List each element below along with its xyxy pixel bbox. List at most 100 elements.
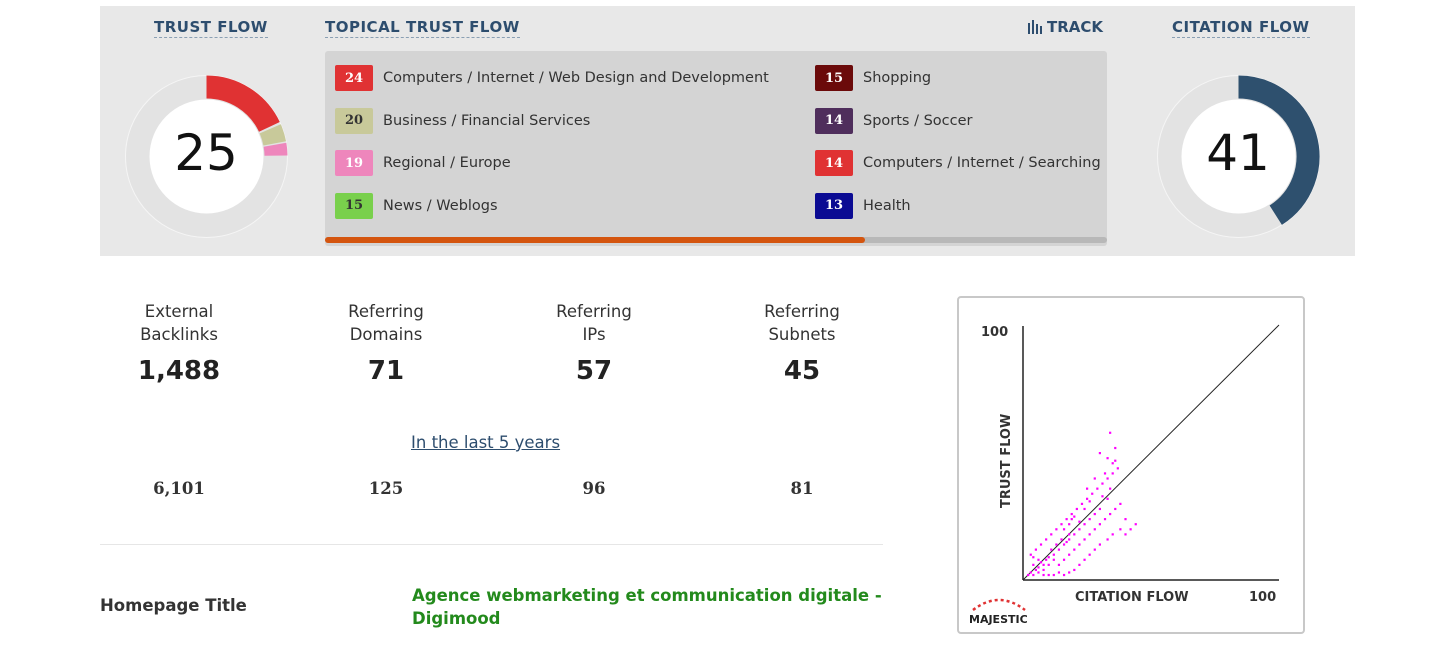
topical-trust-flow-list: 24 Computers / Internet / Web Design and … <box>325 51 1107 246</box>
scatter-point <box>1057 571 1061 574</box>
topical-score-badge: 24 <box>335 65 373 91</box>
topical-item[interactable]: 14 Sports / Soccer <box>815 107 973 134</box>
scatter-point <box>1116 467 1119 470</box>
scatter-point <box>1062 543 1066 546</box>
scatter-point <box>1114 459 1117 462</box>
scatter-point <box>1073 568 1076 572</box>
scatter-point <box>1034 548 1037 551</box>
scatter-point <box>1070 518 1073 521</box>
scatter-point <box>1083 507 1086 511</box>
scatter-point <box>1047 573 1050 577</box>
scatter-point <box>1103 518 1107 521</box>
track-button[interactable]: TRACK <box>1028 18 1103 36</box>
stat-block: Referring Domains 71 <box>286 300 486 386</box>
scatter-point <box>1124 518 1127 521</box>
scatter-point <box>1062 528 1066 531</box>
scatter-point <box>1083 558 1086 561</box>
scatter-point <box>1083 523 1086 526</box>
citation-flow-donut[interactable]: 41 <box>1157 75 1320 238</box>
scatter-point <box>1068 533 1071 536</box>
scatter-plot: 100 100 CITATION FLOW TRUST FLOW MAJESTI… <box>969 324 1280 626</box>
scatter-point <box>1032 563 1035 566</box>
topical-trust-flow-title[interactable]: TOPICAL TRUST FLOW <box>325 18 520 38</box>
historic-index-link[interactable]: In the last 5 years <box>411 433 561 452</box>
trust-flow-donut[interactable]: 25 <box>125 75 288 238</box>
scatter-point <box>1047 563 1050 566</box>
topical-score-badge: 15 <box>815 65 853 91</box>
majestic-logo-icon <box>972 598 1026 611</box>
scatter-point <box>1073 533 1076 536</box>
scatter-point <box>1073 515 1076 518</box>
trust-flow-value: 25 <box>174 124 238 182</box>
donut-segment <box>1238 75 1320 225</box>
topical-item[interactable]: 19 Regional / Europe <box>335 150 511 176</box>
scatter-point <box>1080 502 1084 505</box>
topical-item[interactable]: 15 News / Weblogs <box>335 192 498 219</box>
scatter-point <box>1093 477 1096 480</box>
scatter-point <box>1098 507 1101 511</box>
stat-value: 57 <box>575 356 613 386</box>
scatter-point <box>1088 518 1091 521</box>
donut-segment <box>259 124 287 146</box>
donut-segment <box>206 75 280 133</box>
scatter-point <box>1073 548 1076 551</box>
stat-label: Referring Domains <box>348 302 424 344</box>
trust-flow-title[interactable]: TRUST FLOW <box>154 18 268 38</box>
topical-item[interactable]: 24 Computers / Internet / Web Design and … <box>335 65 769 91</box>
scatter-point <box>1032 573 1035 577</box>
scatter-point <box>1052 558 1055 561</box>
scatter-point <box>1062 573 1066 577</box>
scatter-point <box>1042 573 1045 577</box>
diagonal-reference-line <box>1022 324 1280 581</box>
scatter-point <box>1086 497 1089 500</box>
scatter-point <box>1060 523 1063 526</box>
topical-score-badge: 13 <box>815 192 853 219</box>
topical-item[interactable]: 13 Health <box>815 192 911 219</box>
topical-item[interactable]: 14 Computers / Internet / Searching <box>815 150 1101 176</box>
trust-flow-ring <box>125 75 288 238</box>
stat-historic-value: 81 <box>790 479 814 498</box>
scatter-point <box>1047 556 1050 559</box>
topical-item[interactable]: 20 Business / Financial Services <box>335 107 590 134</box>
scatter-point <box>1109 512 1112 516</box>
stat-block: External Backlinks 1,488 <box>79 300 279 386</box>
scatter-point <box>1068 538 1071 541</box>
scatter-point <box>1050 548 1053 551</box>
scatter-point <box>1045 538 1048 541</box>
scatter-point <box>1109 431 1112 434</box>
topical-category-label: Health <box>863 197 911 214</box>
scatter-point <box>1034 568 1037 572</box>
scatter-point <box>1052 553 1055 556</box>
scatter-point <box>1068 553 1071 556</box>
citation-flow-title[interactable]: CITATION FLOW <box>1172 18 1310 38</box>
topical-score-badge: 14 <box>815 107 853 134</box>
citation-flow-ring <box>1157 75 1320 238</box>
scatter-point <box>1075 507 1078 511</box>
track-label: TRACK <box>1047 18 1104 36</box>
topical-category-label: Regional / Europe <box>383 155 511 171</box>
trust-citation-scatter-chart[interactable]: 100 100 CITATION FLOW TRUST FLOW MAJESTI… <box>957 296 1305 634</box>
topical-category-label: News / Weblogs <box>383 197 498 214</box>
scatter-point <box>1088 533 1091 536</box>
scatter-points <box>1027 431 1137 577</box>
scatter-point <box>1060 538 1063 541</box>
scatter-point <box>1032 556 1035 559</box>
stat-historic-value: 125 <box>368 479 404 498</box>
scatter-point <box>1088 500 1091 503</box>
stat-value: 45 <box>783 356 821 386</box>
scatter-point <box>1070 512 1073 516</box>
scatter-point <box>1106 477 1109 480</box>
donut-segment <box>263 142 288 156</box>
scatter-point <box>1045 558 1048 561</box>
majestic-brand: MAJESTIC <box>969 613 1028 626</box>
topical-item[interactable]: 15 Shopping <box>815 65 931 91</box>
stat-label: Referring IPs <box>556 302 632 344</box>
topical-progress-bar <box>325 237 1107 243</box>
topical-category-label: Computers / Internet / Searching <box>863 155 1101 171</box>
scatter-point <box>1086 487 1089 490</box>
scatter-point <box>1083 538 1086 541</box>
scatter-point <box>1096 487 1099 490</box>
scatter-point <box>1065 518 1068 521</box>
citation-flow-value: 41 <box>1206 124 1270 182</box>
scatter-point <box>1078 528 1081 531</box>
